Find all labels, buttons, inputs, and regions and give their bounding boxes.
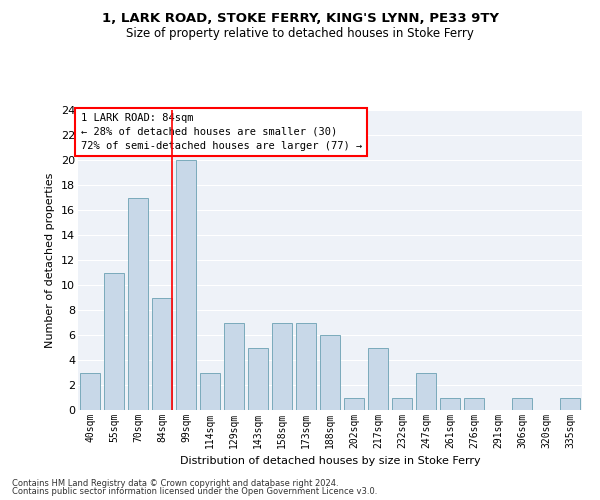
Bar [80, 372, 100, 410]
Bar [440, 398, 460, 410]
Bar [152, 298, 172, 410]
Bar [176, 160, 196, 410]
Bar [320, 335, 340, 410]
Text: Contains public sector information licensed under the Open Government Licence v3: Contains public sector information licen… [12, 487, 377, 496]
Y-axis label: Number of detached properties: Number of detached properties [46, 172, 55, 348]
Text: Contains HM Land Registry data © Crown copyright and database right 2024.: Contains HM Land Registry data © Crown c… [12, 478, 338, 488]
Text: Size of property relative to detached houses in Stoke Ferry: Size of property relative to detached ho… [126, 28, 474, 40]
Bar [392, 398, 412, 410]
Bar [560, 398, 580, 410]
Bar [296, 322, 316, 410]
Bar [248, 348, 268, 410]
Bar [200, 372, 220, 410]
Bar [416, 372, 436, 410]
Bar [344, 398, 364, 410]
Bar [224, 322, 244, 410]
Bar [512, 398, 532, 410]
Bar [464, 398, 484, 410]
X-axis label: Distribution of detached houses by size in Stoke Ferry: Distribution of detached houses by size … [179, 456, 481, 466]
Text: 1, LARK ROAD, STOKE FERRY, KING'S LYNN, PE33 9TY: 1, LARK ROAD, STOKE FERRY, KING'S LYNN, … [101, 12, 499, 26]
Text: 1 LARK ROAD: 84sqm
← 28% of detached houses are smaller (30)
72% of semi-detache: 1 LARK ROAD: 84sqm ← 28% of detached hou… [80, 113, 362, 151]
Bar [104, 272, 124, 410]
Bar [128, 198, 148, 410]
Bar [368, 348, 388, 410]
Bar [272, 322, 292, 410]
